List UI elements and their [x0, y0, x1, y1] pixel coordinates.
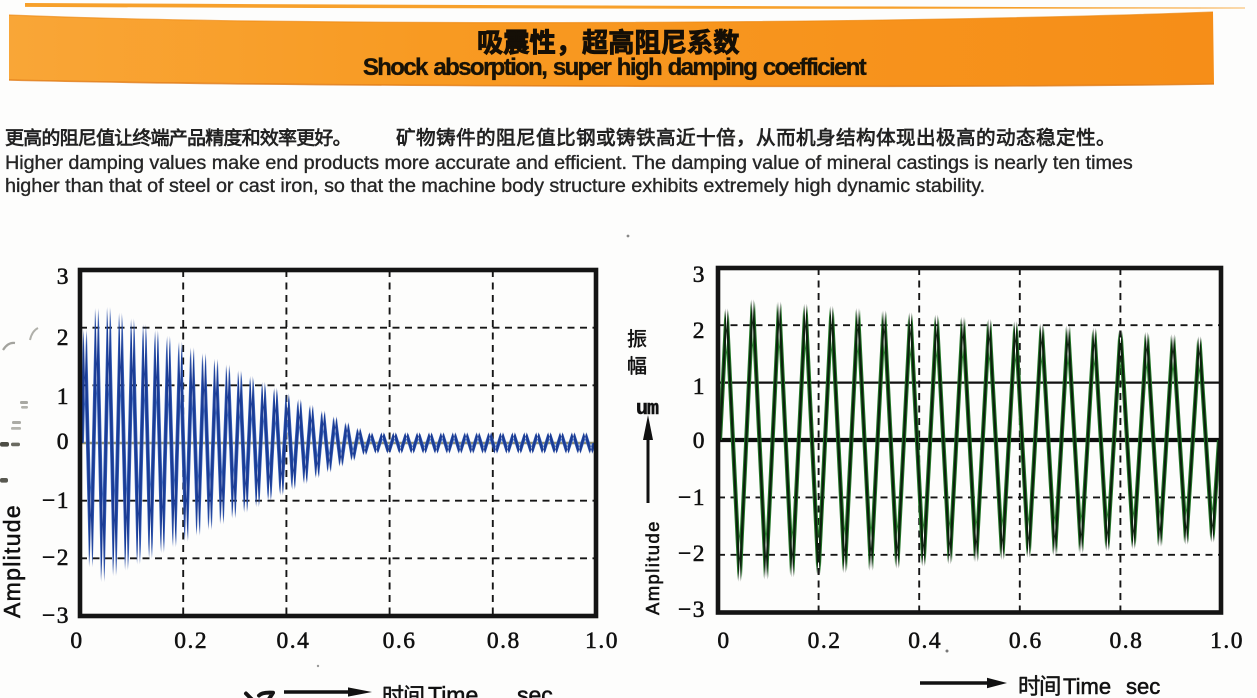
svg-text:sec: sec	[1126, 674, 1160, 698]
svg-text:−2: −2	[42, 545, 70, 571]
svg-text:0.4: 0.4	[276, 628, 310, 654]
svg-text:−2: −2	[678, 541, 706, 567]
svg-text:0.6: 0.6	[1009, 628, 1043, 654]
svg-text:1.0: 1.0	[1210, 628, 1244, 654]
svg-text:−1: −1	[678, 485, 706, 511]
svg-text:um: um	[636, 398, 659, 421]
svg-text:−1: −1	[42, 488, 70, 514]
svg-text:0: 0	[717, 628, 730, 654]
svg-text:0: 0	[70, 628, 83, 654]
svg-text:Time: Time	[428, 682, 478, 698]
svg-text:3: 3	[693, 262, 706, 288]
svg-text:0: 0	[693, 428, 706, 454]
svg-text:0.2: 0.2	[174, 628, 208, 654]
svg-text:0.8: 0.8	[487, 628, 521, 654]
svg-text:Amplitude: Amplitude	[0, 504, 25, 618]
svg-text:1: 1	[693, 374, 706, 400]
svg-text:0.4: 0.4	[908, 628, 942, 654]
svg-text:0.6: 0.6	[383, 628, 417, 654]
svg-text:0.2: 0.2	[808, 628, 842, 654]
svg-text:−3: −3	[42, 603, 70, 629]
svg-text:0.8: 0.8	[1109, 628, 1143, 654]
svg-text:0: 0	[57, 429, 70, 455]
svg-text:Time: Time	[1063, 674, 1111, 698]
svg-text:3: 3	[57, 264, 70, 290]
svg-text:−3: −3	[678, 597, 706, 623]
svg-text:2: 2	[693, 318, 706, 344]
svg-text:1.0: 1.0	[585, 628, 619, 654]
svg-text:1: 1	[57, 384, 70, 410]
svg-text:2: 2	[57, 325, 70, 351]
svg-text:Amplitude: Amplitude	[642, 520, 663, 615]
svg-text:sec: sec	[517, 682, 553, 698]
